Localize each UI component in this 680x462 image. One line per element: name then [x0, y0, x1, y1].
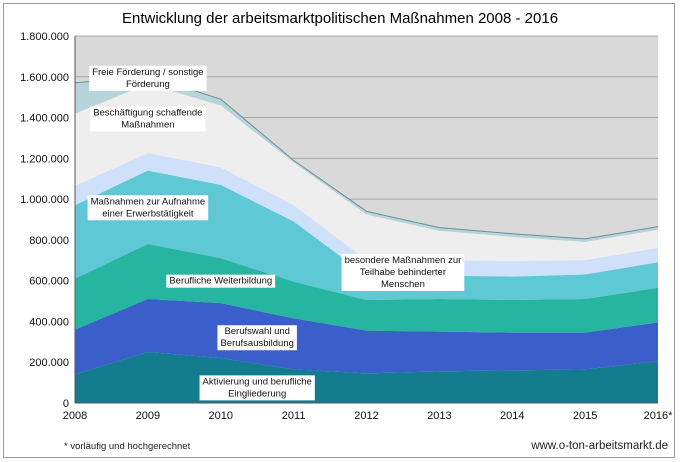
- y-tick-label: 600.000: [29, 276, 69, 288]
- series-label-text: Maßnahmen: [121, 120, 174, 131]
- x-tick-label: 2011: [282, 410, 306, 422]
- y-tick-label: 1.800.000: [20, 31, 69, 43]
- series-label-background: [87, 195, 209, 221]
- y-tick-label: 800.000: [29, 235, 69, 247]
- series-label-background: [89, 65, 207, 91]
- x-tick-label: 2016*: [644, 410, 673, 422]
- series-label-text: Eingliederung: [228, 388, 286, 399]
- source-url: www.o-ton-arbeitsmarkt.de: [531, 440, 668, 452]
- series-label-text: Freie Förderung / sonstige: [92, 67, 203, 78]
- series-label-text: besondere Maßnahmen zur: [345, 255, 462, 266]
- area-series-5: [75, 83, 658, 262]
- series-label-background: [341, 253, 465, 291]
- series-label-text: Aktivierung und berufliche: [203, 376, 312, 387]
- x-tick-label: 2013: [427, 410, 451, 422]
- series-label-text: Förderung: [126, 79, 170, 90]
- y-tick-label: 1.000.000: [20, 194, 69, 206]
- series-label-text: Maßnahmen zur Aufnahme: [91, 196, 206, 207]
- y-tick-label: 1.400.000: [20, 113, 69, 125]
- series-label-text: Beschäftigung schaffende: [93, 108, 202, 119]
- series-label-text: einer Erwerbstätigkeit: [102, 208, 194, 219]
- y-tick-label: 1.200.000: [20, 153, 69, 165]
- area-series-2: [75, 243, 658, 333]
- y-tick-label: 200.000: [29, 357, 69, 369]
- x-tick-label: 2008: [63, 410, 87, 422]
- series-label-text: Menschen: [381, 279, 425, 290]
- series-label-background: [199, 375, 315, 401]
- series-label-2: Berufliche Weiterbildung: [166, 274, 276, 288]
- series-label-background: [217, 325, 297, 351]
- area-series-1: [75, 299, 658, 375]
- x-tick-label: 2015: [573, 410, 597, 422]
- footnote: * vorläufig und hochgerechnet: [64, 441, 191, 452]
- series-label-text: Berufswahl und: [224, 326, 289, 337]
- y-tick-label: 0: [63, 398, 69, 410]
- x-tick-label: 2009: [136, 410, 160, 422]
- x-tick-label: 2012: [354, 410, 378, 422]
- x-tick-label: 2010: [209, 410, 233, 422]
- series-label-text: Berufliche Weiterbildung: [169, 276, 272, 287]
- y-tick-label: 1.600.000: [20, 72, 69, 84]
- series-label-text: Berufsausbildung: [220, 338, 293, 349]
- series-label-background: [90, 106, 206, 132]
- area-series-3: [75, 170, 658, 301]
- series-label-background: [166, 274, 276, 288]
- chart-title: Entwicklung der arbeitsmarktpolitischen …: [121, 10, 559, 27]
- series-label-text: Teilhabe behinderter: [360, 267, 446, 278]
- y-tick-label: 400.000: [29, 316, 69, 328]
- x-tick-label: 2014: [500, 410, 524, 422]
- area-series-4: [75, 153, 658, 277]
